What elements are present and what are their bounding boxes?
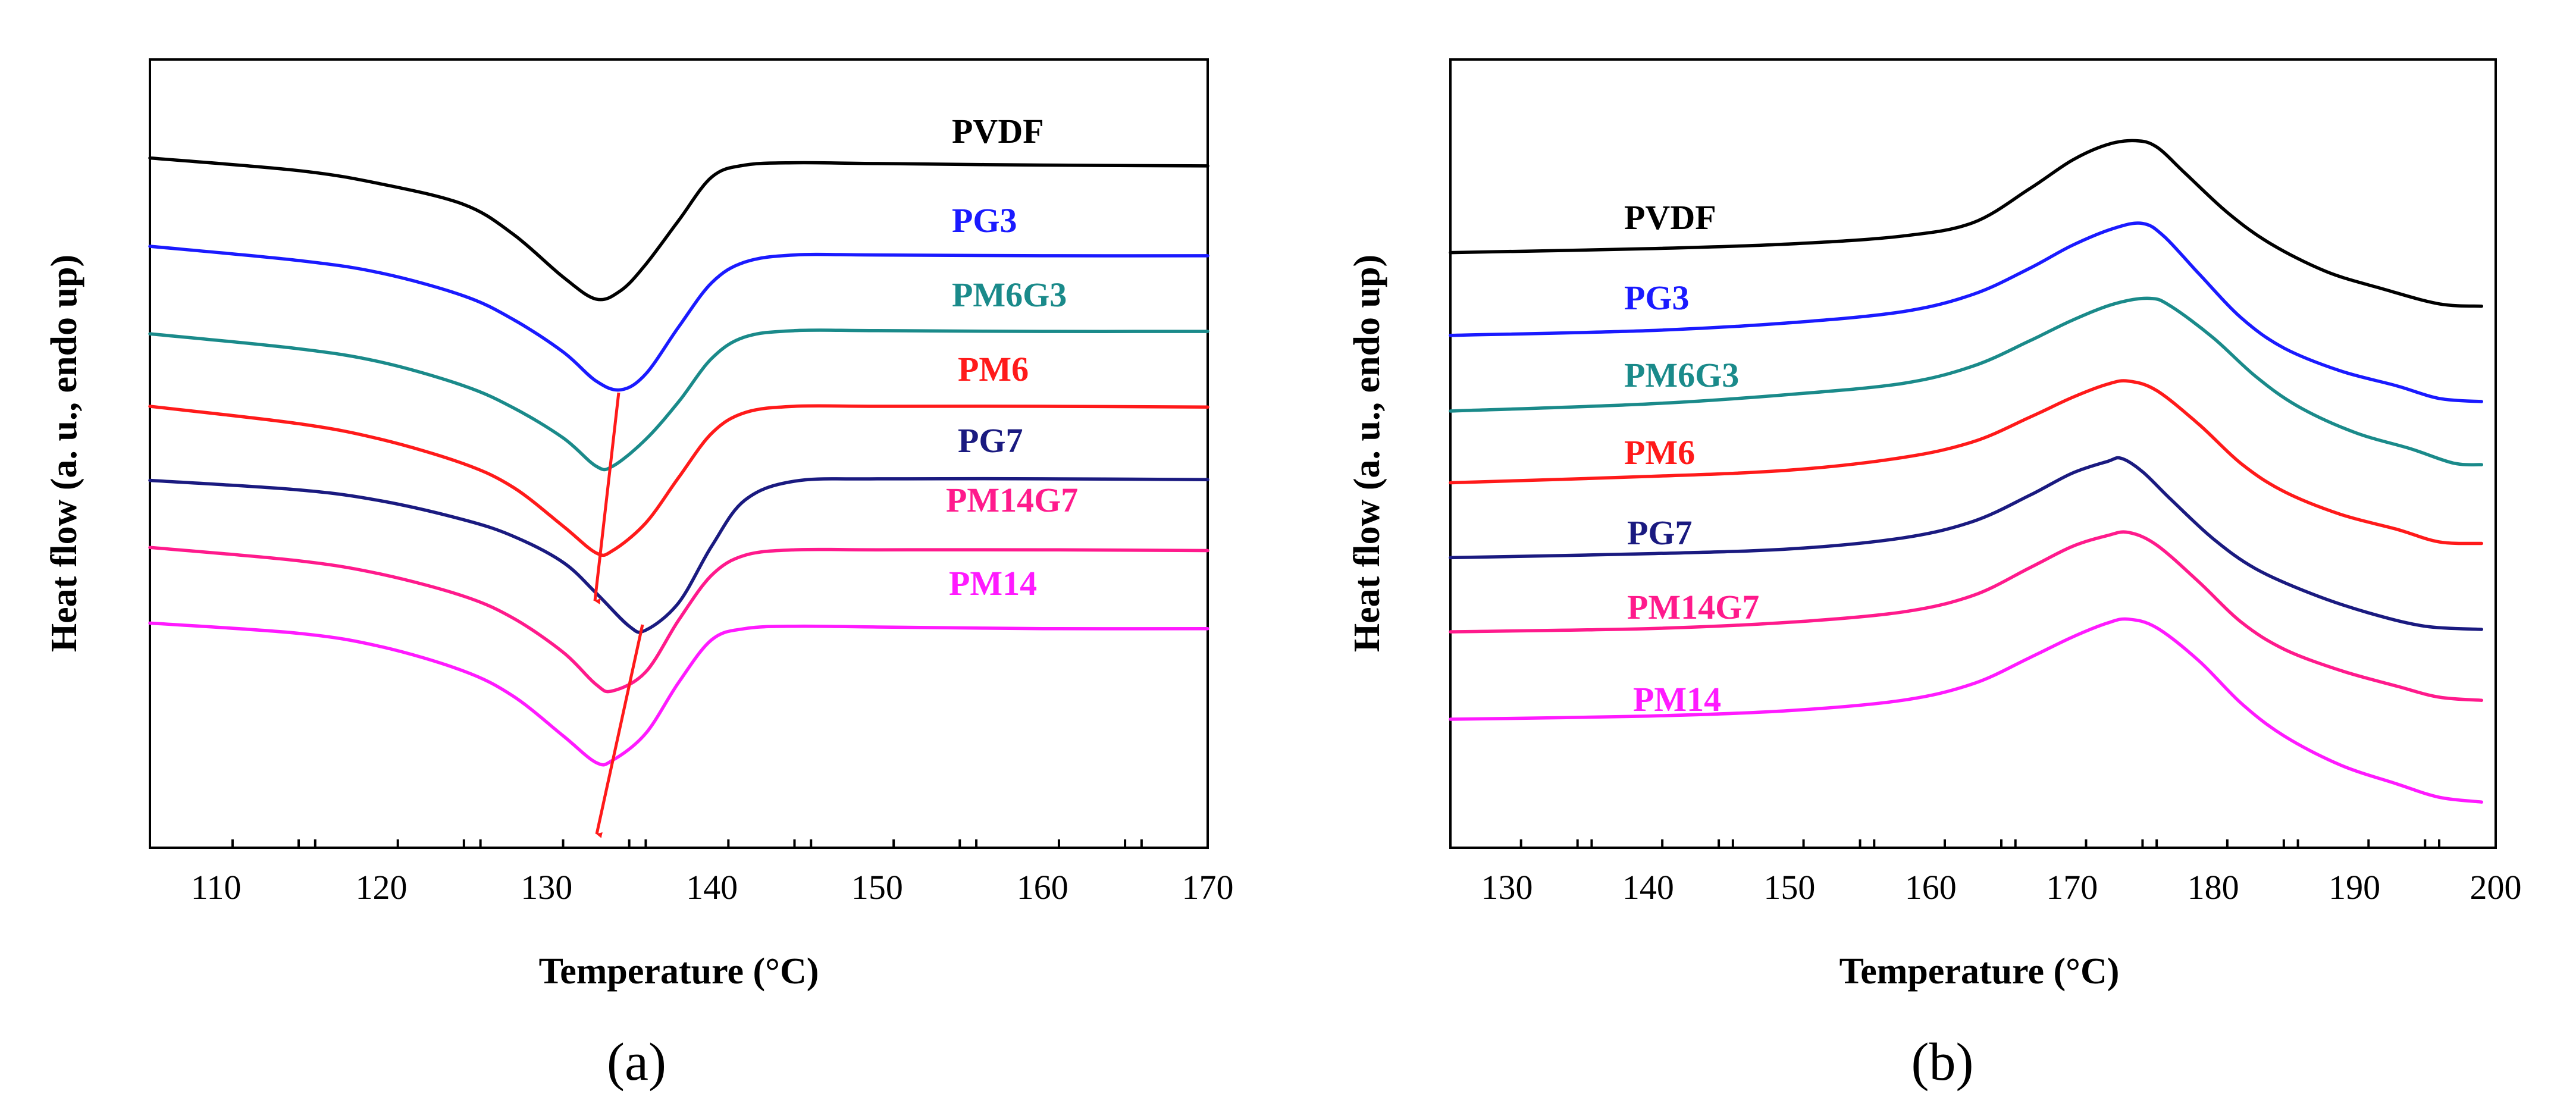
plot-frame-b (1449, 58, 2497, 849)
series-label-pm6: PM6 (958, 350, 1029, 388)
y-axis-title-a: Heat flow (a. u., endo up) (44, 255, 84, 652)
series-label-pvdf: PVDF (952, 112, 1044, 151)
shift-arrow-2 (595, 624, 644, 838)
series-label-pg3: PG3 (952, 201, 1017, 240)
curves-a (148, 156, 1209, 767)
panel-a: 110 120 130 140 150 160 170 PVDF PG3 PM6G3 PM6 PG7… (44, 58, 1234, 1092)
panel-label-b: (b) (1911, 1033, 1974, 1092)
series-label-pm14g7: PM14G7 (1627, 588, 1759, 626)
series-label-pvdf: PVDF (1624, 198, 1716, 237)
curves-b (1449, 139, 2484, 804)
x-tick-label: 170 (2046, 868, 2098, 907)
series-label-pm14g7: PM14G7 (946, 481, 1078, 519)
series-line-pm14 (148, 621, 1209, 767)
series-label-pm14: PM14 (949, 564, 1037, 603)
series-line-pg3 (1449, 221, 2484, 403)
x-tick-label: 180 (2188, 868, 2239, 907)
x-ticks-b: 130 140 150 160 170 180 190 200 (1449, 839, 2522, 907)
x-tick-label: 140 (686, 868, 738, 907)
x-tick-label: 160 (1905, 868, 1957, 907)
series-line-pm6 (148, 404, 1209, 557)
panel-label-a: (a) (607, 1033, 666, 1092)
series-label-pg7: PG7 (1627, 513, 1693, 552)
x-tick-label: 130 (1481, 868, 1533, 907)
x-tick-label: 200 (2470, 868, 2522, 907)
series-line-pm14g7 (1449, 530, 2484, 702)
series-line-pm6g3 (1449, 296, 2484, 466)
x-ticks-a: 110 120 130 140 150 160 170 (149, 839, 1234, 907)
x-tick-label: 160 (1017, 868, 1068, 907)
series-label-pg3: PG3 (1624, 278, 1690, 317)
x-tick-label: 170 (1182, 868, 1234, 907)
x-tick-label: 110 (191, 868, 242, 907)
series-label-pg7: PG7 (958, 421, 1023, 460)
series-line-pvdf (148, 156, 1209, 302)
x-tick-label: 140 (1622, 868, 1674, 907)
x-axis-title-b: Temperature (°C) (1839, 951, 2120, 992)
series-line-pm14 (1449, 617, 2484, 804)
x-tick-label: 150 (851, 868, 903, 907)
series-line-pm14g7 (148, 546, 1209, 694)
series-line-pg7 (148, 477, 1209, 634)
series-line-pg3 (148, 245, 1209, 392)
x-tick-label: 130 (521, 868, 572, 907)
series-labels-a: PVDF PG3 PM6G3 PM6 PG7 PM14G7 PM14 (946, 112, 1078, 603)
series-label-pm6g3: PM6G3 (1624, 356, 1739, 394)
x-tick-label: 190 (2329, 868, 2380, 907)
series-label-pm14: PM14 (1633, 680, 1721, 719)
x-tick-label: 150 (1763, 868, 1815, 907)
series-line-pvdf (1449, 139, 2484, 308)
series-label-pm6: PM6 (1624, 433, 1695, 472)
plot-frame-a (149, 58, 1209, 849)
y-axis-title-b: Heat flow (a. u., endo up) (1347, 255, 1387, 652)
series-line-pg7 (1449, 456, 2484, 631)
series-label-pm6g3: PM6G3 (952, 275, 1067, 314)
series-line-pm6g3 (148, 328, 1209, 472)
series-line-pm6 (1449, 379, 2484, 546)
shift-arrow-1 (593, 392, 621, 604)
panel-b: 130 140 150 160 170 180 190 200 PVDF PG3 PM6G3 PM6… (1347, 58, 2522, 1092)
x-tick-label: 120 (355, 868, 407, 907)
x-axis-title-a: Temperature (°C) (539, 951, 819, 992)
series-labels-b: PVDF PG3 PM6G3 PM6 PG7 PM14G7 PM14 (1624, 198, 1759, 719)
